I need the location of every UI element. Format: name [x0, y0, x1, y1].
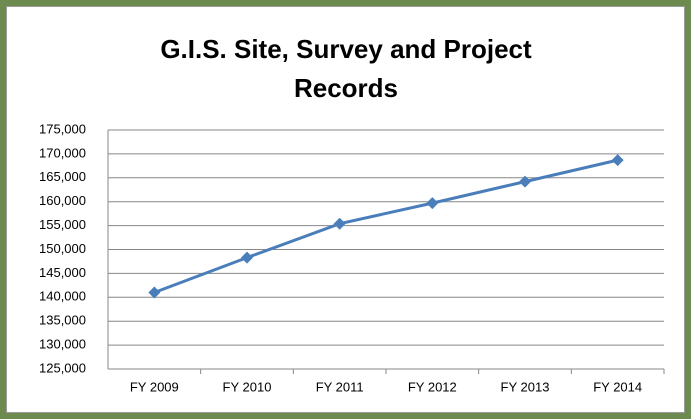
x-tick-label: FY 2009 [130, 379, 179, 394]
data-marker [426, 197, 439, 210]
chart-title: G.I.S. Site, Survey and Project Records [160, 34, 532, 103]
y-tick-label: 155,000 [39, 217, 86, 232]
y-tick-label: 175,000 [39, 121, 86, 136]
data-marker [241, 251, 253, 264]
y-tick-label: 140,000 [39, 289, 86, 304]
y-tick-label: 135,000 [39, 313, 86, 328]
data-line [153, 158, 619, 294]
x-tick-label: FY 2014 [593, 379, 642, 394]
y-tick-label: 160,000 [39, 193, 86, 208]
y-tick-label: 150,000 [39, 241, 86, 256]
y-tick-label: 170,000 [39, 145, 86, 160]
y-tick-label: 125,000 [39, 360, 86, 375]
data-marker [519, 175, 531, 188]
x-tick-label: FY 2011 [316, 379, 364, 394]
y-tick-label: 145,000 [39, 265, 86, 280]
y-tick-label: 165,000 [39, 169, 86, 184]
chart-area [6, 6, 685, 413]
x-tick-label: FY 2010 [223, 379, 272, 394]
y-tick-label: 130,000 [39, 337, 86, 352]
data-marker [333, 217, 346, 230]
data-marker [611, 154, 624, 167]
x-tick-label: FY 2012 [408, 379, 457, 394]
data-marker [148, 286, 161, 299]
x-tick-label: FY 2013 [501, 379, 550, 394]
